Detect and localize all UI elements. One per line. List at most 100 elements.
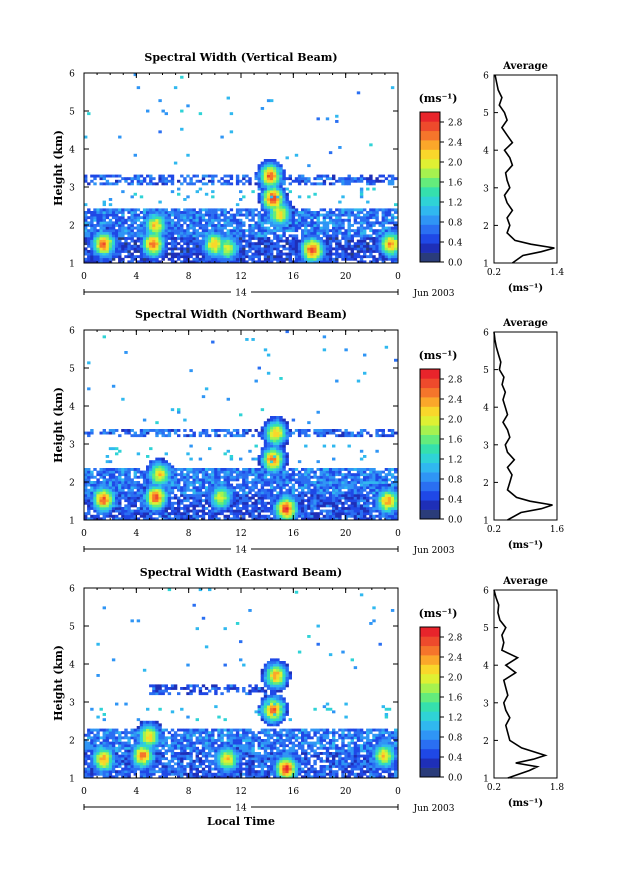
heatmap-cell <box>266 200 271 204</box>
heatmap-cell <box>260 208 265 212</box>
colorbar: 0.00.40.81.21.62.02.42.8(ms⁻¹) <box>419 349 463 526</box>
heatmap-cell <box>276 239 280 243</box>
heatmap-cell <box>270 488 274 492</box>
heatmap-cell <box>378 507 382 510</box>
heatmap-cell <box>273 190 277 194</box>
heatmap-cell <box>248 775 252 779</box>
heatmap-cell <box>164 252 168 256</box>
heatmap-cell <box>208 775 212 779</box>
heatmap-cell <box>217 470 221 474</box>
heatmap-cell <box>294 242 299 246</box>
heatmap-cell <box>301 491 305 495</box>
heatmap-cell <box>245 250 249 253</box>
heatmap-cell <box>111 250 116 253</box>
heatmap-cell <box>208 504 212 508</box>
heatmap-cell <box>390 507 395 510</box>
heatmap-cell <box>266 447 271 451</box>
heatmap-cell <box>257 473 261 477</box>
heatmap-cell <box>307 514 311 518</box>
heatmap-cell <box>93 177 97 181</box>
heatmap-cell <box>173 494 178 497</box>
heatmap-cell <box>155 229 159 233</box>
heatmap-cell <box>356 478 361 482</box>
heatmap-cell <box>124 507 128 510</box>
heatmap-cell <box>211 501 215 505</box>
heatmap-cell <box>366 226 370 230</box>
heatmap-cell <box>99 504 103 508</box>
heatmap-cell <box>192 431 196 435</box>
heatmap-cell <box>155 434 159 438</box>
heatmap-cell <box>338 517 342 521</box>
heatmap-cell <box>223 491 227 495</box>
heatmap-cell <box>108 239 113 243</box>
heatmap-cell <box>279 421 283 425</box>
heatmap-cell <box>198 242 203 246</box>
heatmap-cell <box>304 221 308 225</box>
heatmap-cell <box>99 208 103 212</box>
heatmap-cell <box>90 179 94 183</box>
heatmap-cell <box>198 488 203 492</box>
heatmap-cell <box>130 481 134 484</box>
heatmap-cell <box>266 462 271 466</box>
heatmap-cell <box>257 772 261 776</box>
heatmap-cell <box>325 429 330 432</box>
heatmap-cell <box>195 174 199 178</box>
heatmap-cell <box>167 226 172 230</box>
heatmap-cell <box>282 491 286 495</box>
heatmap-cell <box>325 177 330 181</box>
heatmap-cell <box>372 224 376 227</box>
heatmap-cell <box>341 509 345 513</box>
heatmap-cell <box>102 473 106 477</box>
heatmap-cell <box>108 494 113 497</box>
heatmap-cell <box>372 501 376 505</box>
heatmap-cell <box>108 486 113 490</box>
heatmap-cell <box>155 216 159 220</box>
heatmap-cell <box>124 351 128 354</box>
heatmap-cell <box>279 234 283 238</box>
heatmap-cell <box>226 483 230 487</box>
heatmap-cell <box>322 244 327 248</box>
heatmap-cell <box>266 418 271 422</box>
heatmap-cell <box>366 200 370 204</box>
heatmap-cell <box>186 104 190 108</box>
heatmap-cell <box>279 460 283 464</box>
heatmap-cell <box>394 504 398 508</box>
heatmap-cell <box>87 216 91 220</box>
heatmap-cell <box>189 481 193 484</box>
heatmap-cell <box>149 504 153 508</box>
heatmap-cell <box>115 504 119 508</box>
heatmap-cell <box>307 483 311 487</box>
heatmap-cell <box>375 481 379 484</box>
heatmap-cell <box>254 174 258 178</box>
heatmap-cell <box>344 468 348 471</box>
heatmap-cell <box>341 473 345 477</box>
heatmap-cell <box>142 517 147 521</box>
heatmap-cell <box>115 452 119 456</box>
heatmap-cell <box>158 218 162 222</box>
heatmap-cell <box>297 486 302 490</box>
heatmap-cell <box>251 481 255 484</box>
heatmap-cell <box>319 257 323 261</box>
heatmap-cell <box>93 216 97 220</box>
heatmap-cell <box>217 473 221 477</box>
heatmap-cell <box>390 483 395 487</box>
heatmap-cell <box>155 470 159 474</box>
heatmap-cell <box>276 221 280 225</box>
heatmap-cell <box>282 499 286 503</box>
heatmap-cell <box>115 252 119 256</box>
heatmap-cell <box>204 226 209 230</box>
heatmap-cell <box>291 494 296 497</box>
heatmap-cell <box>285 226 289 230</box>
heatmap-cell <box>378 255 382 259</box>
heatmap-cell <box>201 514 206 518</box>
heatmap-cell <box>338 499 342 503</box>
heatmap-cell <box>325 229 330 233</box>
heatmap-cell <box>127 488 131 492</box>
heatmap-cell <box>170 208 175 212</box>
heatmap-cell <box>130 260 134 264</box>
heatmap-cell <box>201 507 206 510</box>
heatmap-cell <box>344 509 348 513</box>
heatmap-cell <box>214 431 218 435</box>
heatmap-cell <box>105 496 110 500</box>
heatmap-cell <box>204 218 209 222</box>
